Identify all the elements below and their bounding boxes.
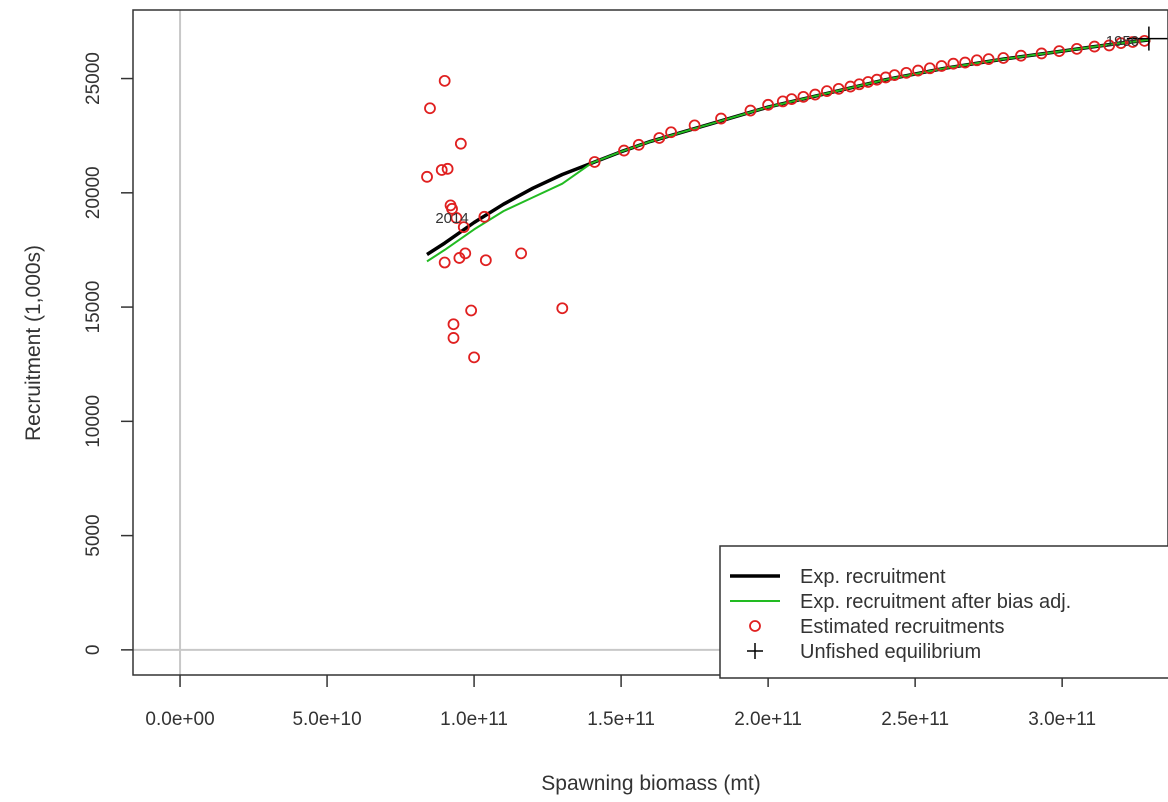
x-tick-label: 5.0e+10 [292,709,361,730]
recruitment-point [438,256,451,269]
recruitment-point [457,221,470,233]
y-tick-label: 10000 [83,395,104,448]
annotation-layer: 2014 1950 [435,33,1139,227]
recruitment-point [785,93,798,106]
recruitment-point [665,126,677,139]
recruitment-point [424,102,436,115]
y-tick-label: 0 [83,645,104,656]
legend-label: Exp. recruitment [800,566,946,588]
legend-label: Estimated recruitments [800,616,1005,638]
x-axis: 0.0e+00 5.0e+10 1.0e+11 1.5e+11 2.0e+11 2.5e+… [145,675,1096,730]
recruitment-point [900,66,913,79]
year-annotation: 1950 [1106,33,1139,50]
recruitment-point [1103,39,1116,52]
y-axis-label: Recruitment (1,000s) [22,245,45,441]
y-tick-label: 20000 [83,166,104,219]
recruitment-point [441,162,454,175]
recruitment-point [982,53,995,66]
recruitment-point [1126,36,1139,48]
legend-label: Unfished equilibrium [800,641,981,663]
x-tick-label: 3.0e+11 [1028,709,1096,730]
recruitment-point [797,90,810,103]
recruitment-point [970,54,983,67]
recruitment-point [947,57,960,70]
recruitment-point [888,69,901,82]
recruitment-point [935,60,948,72]
recruitment-point [632,138,645,151]
recruitment-point [653,132,666,144]
recruitment-point [1088,40,1101,53]
recruitment-point [447,332,460,344]
recruitment-point [588,156,601,168]
legend-box [719,545,1168,679]
recruitment-point [959,56,972,69]
recruitment-point [912,64,924,77]
x-axis-label: Spawning biomass (mt) [541,772,760,795]
recruitment-point [479,254,492,267]
y-tick-label: 25000 [83,52,104,105]
x-tick-label: 1.0e+11 [440,709,508,730]
legend-label: Exp. recruitment after bias adj. [800,591,1071,613]
recruitment-point [515,247,528,260]
recruitment-point [1053,45,1066,58]
recruitment-point [446,202,458,215]
x-tick-label: 0.0e+00 [145,709,214,730]
plot-frame [132,9,1168,676]
recruitment-point [450,212,463,224]
recruitment-point [1115,37,1127,50]
recruitment-point [478,210,491,223]
recruitment-point [1070,42,1083,55]
recruitment-point [923,62,936,75]
recruitment-point [821,85,833,98]
year-annotation: 2014 [435,210,468,227]
y-tick-label: 5000 [83,514,104,556]
recruitment-point [447,318,460,331]
recruitment-point [1035,47,1048,60]
recruitment-point [1015,49,1027,62]
recruitment-point [809,88,822,101]
recruitment-point [744,104,757,117]
recruitment-point [715,112,727,125]
recruitment-point [438,74,451,87]
recruitment-point [688,119,701,132]
series-layer [421,26,1168,364]
recruitment-point [459,247,472,260]
x-tick-label: 2.5e+11 [881,709,949,730]
recruitment-point [832,82,845,95]
recruitment-point [421,170,433,183]
recruitment-point [618,144,630,157]
recruitment-point [468,351,480,364]
series-line-1 [426,38,1151,263]
recruitment-point [556,302,569,315]
recruitment-point [435,164,448,176]
unfished-equilibrium-marker [1126,26,1168,51]
x-tick-label: 2.0e+11 [734,709,802,730]
recruitment-point [454,137,467,150]
recruitment-point [997,52,1010,64]
y-tick-label: 15000 [83,281,104,334]
legend-symbol-circle [749,620,761,632]
legend: Exp. recruitment Exp. recruitment after b… [719,545,1168,679]
x-tick-label: 1.5e+11 [587,709,655,730]
y-axis: 0 5000 10000 15000 20000 25000 [83,52,133,655]
recruitment-point [465,304,478,317]
recruitment-point [762,98,775,111]
